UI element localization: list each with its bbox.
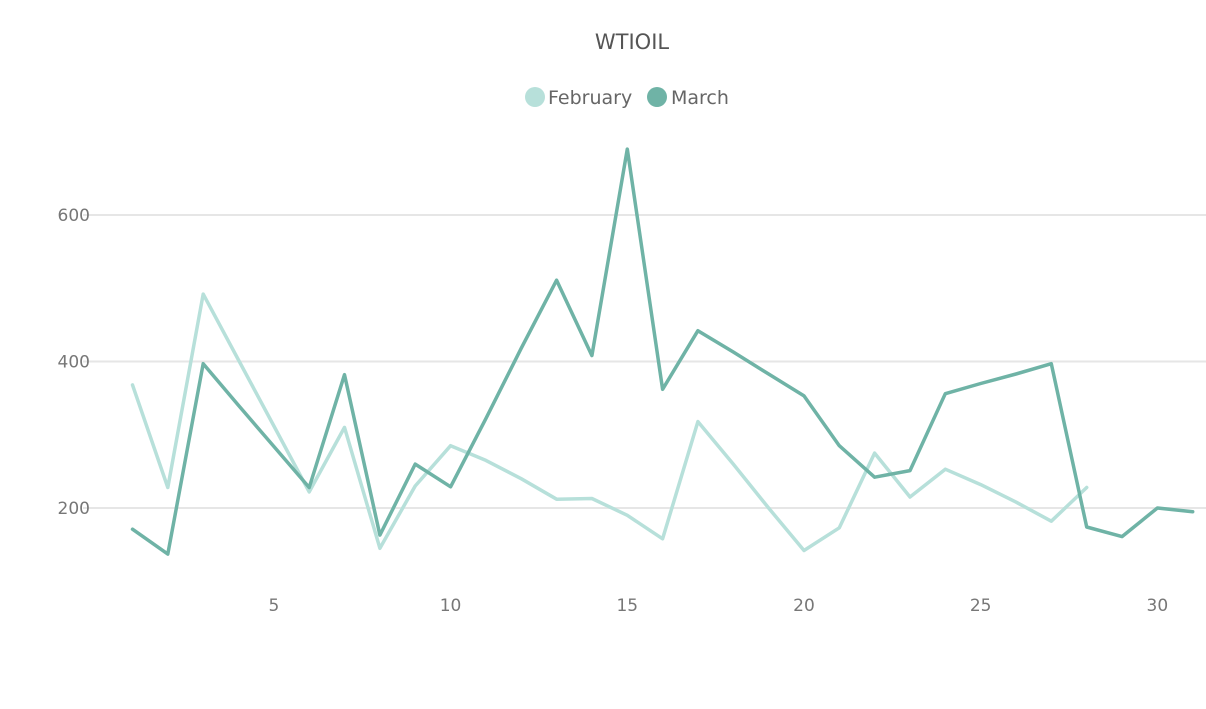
legend-label-march: March [671,87,729,109]
series-line-march [130,147,1195,556]
series-lines [130,147,1195,556]
x-tick-label: 30 [1147,596,1169,616]
legend: February March [525,87,729,109]
x-tick-label: 5 [268,596,279,616]
grid-lines [83,214,1206,509]
y-tick-label: 400 [58,353,90,373]
x-axis: 5 10 15 20 25 30 [268,596,1168,616]
y-axis: 200 400 600 [58,206,90,519]
legend-label-february: February [548,87,632,109]
x-tick-label: 15 [616,596,638,616]
x-tick-label: 10 [440,596,462,616]
y-tick-label: 200 [58,499,90,519]
y-tick-label: 600 [58,206,90,226]
x-tick-label: 25 [970,596,992,616]
chart-title: WTIOIL [595,30,670,54]
legend-marker-march [647,87,667,107]
legend-marker-february [525,87,545,107]
series-line-february [130,292,1089,553]
x-tick-label: 20 [793,596,815,616]
